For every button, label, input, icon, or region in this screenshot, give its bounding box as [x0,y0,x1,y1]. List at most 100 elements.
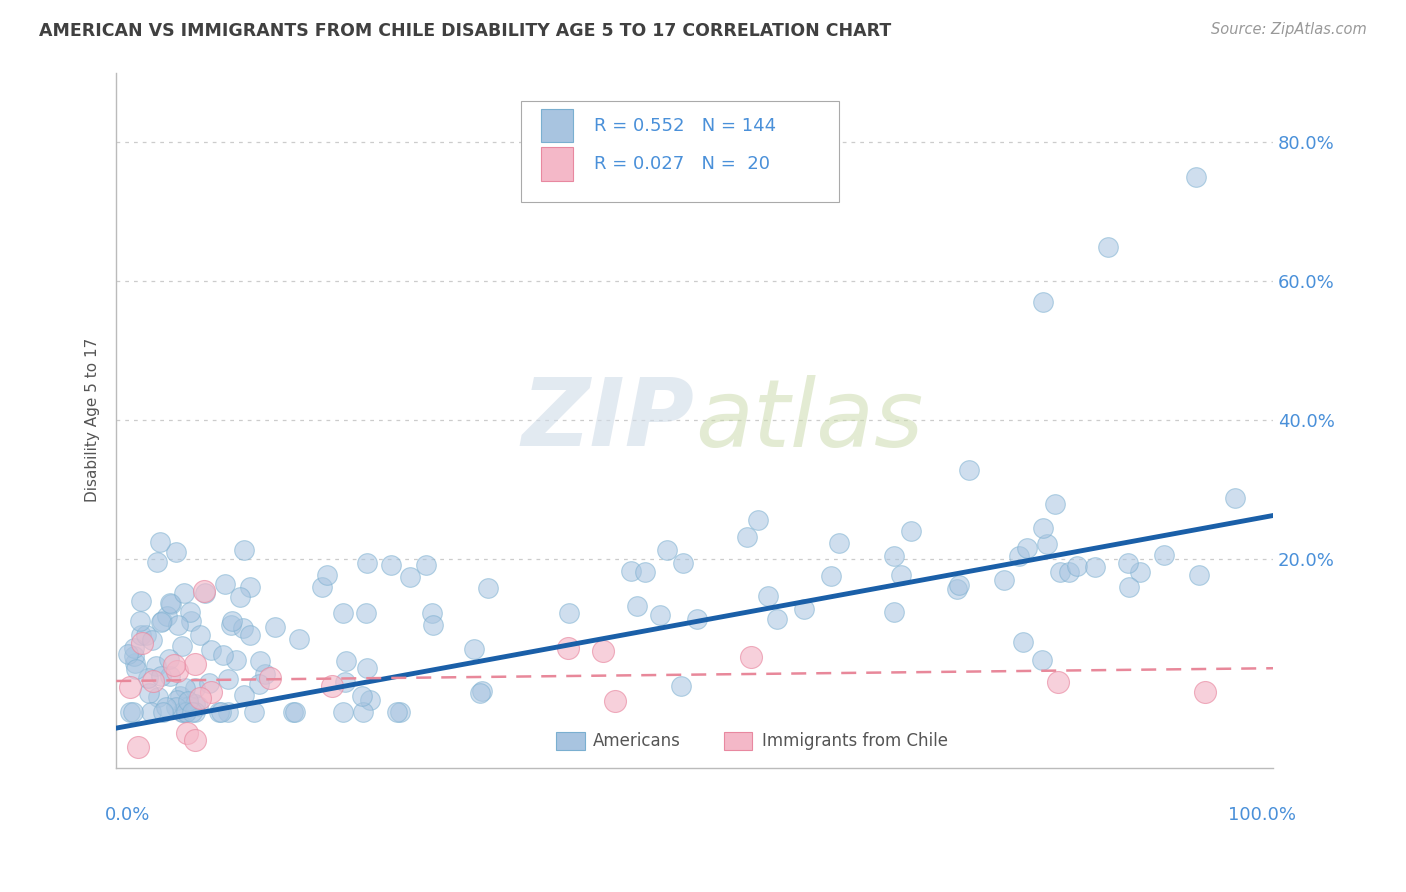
Point [1049,565,1071,579]
Point [1066,558,1088,573]
Point [148,690,170,704]
Point [399,570,422,584]
Point [239,580,262,594]
Point [1008,549,1031,564]
Point [217,705,239,719]
Point [166,692,188,706]
Point [184,681,207,695]
Point [194,586,217,600]
Point [948,578,970,592]
Point [229,590,252,604]
Point [883,605,905,619]
Point [172,705,194,719]
Point [138,671,160,685]
Point [217,672,239,686]
Text: AMERICAN VS IMMIGRANTS FROM CHILE DISABILITY AGE 5 TO 17 CORRELATION CHART: AMERICAN VS IMMIGRANTS FROM CHILE DISABI… [39,22,891,40]
Point [311,580,333,594]
Point [356,661,378,675]
Point [828,536,851,550]
Text: R = 0.027   N =  20: R = 0.027 N = 20 [593,155,770,173]
Point [176,726,198,740]
Point [359,693,381,707]
Point [740,650,762,665]
Point [900,524,922,539]
Point [820,568,842,582]
Point [173,585,195,599]
Point [1097,240,1119,254]
FancyBboxPatch shape [724,732,752,749]
Point [187,698,209,713]
Point [174,705,197,719]
Point [1015,541,1038,555]
Point [120,680,142,694]
Point [176,705,198,719]
Point [150,669,173,683]
Point [626,599,648,614]
Point [354,606,377,620]
Point [557,641,579,656]
Point [200,643,222,657]
Point [264,620,287,634]
Text: atlas: atlas [695,375,922,466]
Point [655,543,678,558]
Point [747,513,769,527]
Point [198,676,221,690]
Point [124,649,146,664]
Point [172,640,194,654]
FancyBboxPatch shape [541,109,574,143]
Point [247,677,270,691]
Point [1032,521,1054,535]
Point [1153,548,1175,562]
Point [166,665,188,679]
Point [167,618,190,632]
Y-axis label: Disability Age 5 to 17: Disability Age 5 to 17 [86,338,100,502]
Point [157,652,180,666]
Point [233,543,256,558]
Point [957,463,980,477]
Point [172,705,194,719]
Point [1188,567,1211,582]
Point [177,698,200,713]
Point [648,607,671,622]
Point [388,705,411,719]
Point [219,618,242,632]
Point [422,618,444,632]
Point [1011,635,1033,649]
Point [173,681,195,696]
Point [1057,565,1080,579]
Point [188,628,211,642]
Point [193,583,215,598]
Point [380,558,402,572]
Point [200,684,222,698]
Point [335,674,357,689]
Point [890,567,912,582]
Point [177,694,200,708]
Point [131,636,153,650]
Point [1116,556,1139,570]
Text: R = 0.552   N = 144: R = 0.552 N = 144 [593,117,776,135]
Point [603,693,626,707]
Point [146,555,169,569]
Point [284,705,307,719]
Point [558,606,581,620]
Point [129,593,152,607]
Point [155,700,177,714]
Point [184,657,207,672]
Point [993,573,1015,587]
Point [1035,537,1057,551]
Point [159,669,181,683]
Text: 0.0%: 0.0% [105,805,150,824]
Point [281,705,304,719]
Point [946,582,969,597]
Point [209,705,232,719]
Point [1043,497,1066,511]
FancyBboxPatch shape [555,732,585,749]
Text: Source: ZipAtlas.com: Source: ZipAtlas.com [1211,22,1367,37]
Point [180,614,202,628]
Point [124,656,146,670]
Point [352,705,374,719]
Text: ZIP: ZIP [522,375,695,467]
Point [1185,170,1208,185]
Point [415,558,437,572]
Point [208,705,231,719]
